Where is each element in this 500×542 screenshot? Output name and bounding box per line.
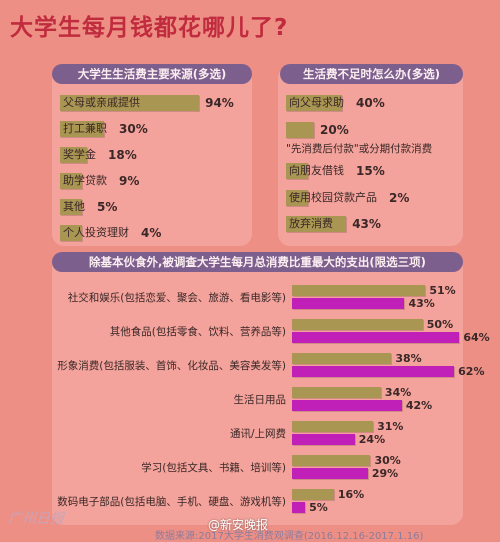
bar-label: 父母或亲戚提供 [63, 96, 140, 109]
bar [60, 199, 82, 215]
bar [286, 163, 308, 179]
weibo-handle: @新安晚报 [208, 518, 269, 532]
bar-label: 使用校园贷款产品 [289, 191, 377, 204]
data-source-footer: 数据来源:2017大学生消费观调查(2016.12.16-2017.1.16) [155, 531, 424, 542]
bar [60, 173, 82, 189]
category-label: 数码电子部品(包括电脑、手机、硬盘、游戏机等) [57, 496, 286, 508]
bar-value: 43% [352, 217, 381, 231]
bar-value: 50% [426, 318, 454, 331]
spending-title: 除基本伙食外,被调查大学生每月总消费比重最大的支出(限选三项) [52, 252, 463, 272]
bar-series-2 [292, 366, 455, 377]
page-title: 大学生每月钱都花哪儿了? [10, 15, 289, 41]
bar-value: 24% [358, 433, 386, 446]
bar-label: 其他 [63, 200, 85, 213]
bar-value: 15% [356, 164, 385, 178]
bar-series-2 [292, 332, 460, 343]
bar [286, 216, 347, 232]
bar-label: 奖学金 [63, 148, 96, 161]
bar-series-1 [292, 319, 423, 330]
bar [60, 225, 82, 241]
bar-value: 20% [320, 123, 349, 137]
shortfall-title: 生活费不足时怎么办(多选) [280, 64, 463, 84]
bar-label: 向朋友借钱 [289, 164, 344, 177]
bar-value: 9% [119, 174, 140, 188]
bar [60, 147, 87, 163]
bar-label: "先消费后付款"或分期付款消费 [286, 143, 433, 155]
category-label: 社交和娱乐(包括恋爱、聚会、旅游、看电影等) [67, 292, 286, 304]
bar-value: 64% [463, 331, 490, 344]
bar-value: 51% [429, 284, 456, 297]
bar-value: 5% [97, 200, 118, 214]
bar [60, 95, 200, 111]
bar-value: 94% [205, 96, 234, 110]
bar-value: 5% [309, 501, 328, 514]
bar-value: 38% [395, 352, 422, 365]
bar-value: 42% [405, 399, 433, 412]
bar-series-1 [292, 489, 334, 500]
bar-series-1 [292, 285, 426, 296]
income-source-title: 大学生生活费主要来源(多选) [52, 64, 252, 84]
bar-value: 18% [108, 148, 137, 162]
category-label: 形象消费(包括服装、首饰、化妆品、美容美发等) [57, 360, 286, 372]
bar-series-1 [292, 353, 392, 364]
bar-label: 放弃消费 [289, 217, 333, 230]
bar-series-1 [292, 387, 381, 398]
bar [286, 190, 308, 206]
category-label: 其他食品(包括零食、饮料、营养品等) [109, 326, 286, 338]
bar-value: 43% [408, 297, 435, 310]
bar-value: 29% [371, 467, 399, 480]
bar-value: 30% [374, 454, 401, 467]
bar-value: 30% [119, 122, 148, 136]
bar-series-2 [292, 468, 368, 479]
bar-series-2 [292, 400, 402, 411]
bar-value: 40% [356, 96, 385, 110]
bar-label: 向父母求助 [289, 96, 344, 109]
bar-label: 个人投资理财 [63, 226, 129, 239]
category-label: 生活日用品 [233, 394, 287, 406]
category-label: 学习(包括文具、书籍、培训等) [141, 462, 286, 474]
bar-series-1 [292, 455, 371, 466]
bar [286, 122, 314, 138]
bar-value: 62% [458, 365, 485, 378]
bar-value: 4% [141, 226, 162, 240]
bar-label: 打工兼职 [63, 122, 107, 135]
bar-value: 2% [389, 191, 410, 205]
bar [286, 95, 342, 111]
watermark-stamp: 广州日报 [8, 511, 64, 527]
category-label: 通讯/上网费 [229, 428, 286, 440]
bar-series-1 [292, 421, 374, 432]
bar-series-2 [292, 502, 306, 513]
bar-label: 助学贷款 [63, 174, 107, 187]
bar-series-2 [292, 298, 405, 309]
bar-series-2 [292, 434, 355, 445]
bar-value: 34% [384, 386, 412, 399]
bar-value: 16% [337, 488, 365, 501]
bar-value: 31% [377, 420, 404, 433]
bar [60, 121, 105, 137]
